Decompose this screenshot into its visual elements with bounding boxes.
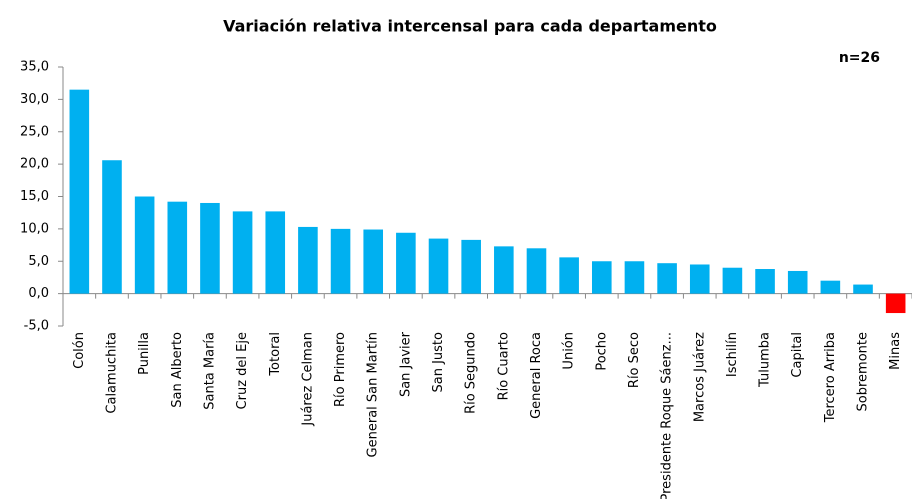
bar: [265, 211, 286, 294]
bar: [494, 246, 514, 294]
y-tick-label: 5,0: [28, 254, 49, 269]
bar: [624, 261, 645, 294]
x-tick-label: Sobremonte: [856, 332, 871, 411]
chart-title: Variación relativa intercensal para cada…: [223, 17, 717, 36]
x-tick-label: San Javier: [398, 331, 413, 397]
x-tick-label: Punilla: [137, 332, 152, 375]
bar: [200, 202, 220, 294]
x-tick-label: Río Primero: [333, 332, 348, 407]
bar: [853, 284, 873, 294]
bar: [787, 270, 808, 294]
x-tick-label: San Alberto: [170, 332, 185, 408]
x-tick-label: Colón: [72, 332, 87, 369]
x-tick-label: Calamuchita: [104, 332, 119, 414]
x-tick-label: Río Segundo: [464, 332, 479, 414]
bar: [526, 248, 547, 294]
bar: [134, 196, 155, 294]
x-tick-label: Juárez Celman: [300, 332, 315, 427]
y-tick-label: 25,0: [20, 124, 49, 139]
bar: [559, 257, 579, 294]
x-tick-label: Tercero Arriba: [823, 332, 838, 423]
bar: [689, 264, 710, 294]
y-tick-label: 10,0: [20, 221, 49, 236]
x-tick-label: Minas: [888, 332, 903, 370]
bar: [657, 263, 677, 294]
bar: [102, 160, 122, 294]
bar: [820, 280, 841, 294]
x-tick-label: Río Cuarto: [496, 332, 511, 400]
bar: [461, 239, 481, 294]
x-tick-label: Unión: [562, 332, 577, 370]
x-tick-label: Ischilín: [725, 332, 740, 377]
annotation: n=26: [839, 50, 880, 66]
bar: [232, 211, 253, 294]
x-tick-label: General San Martín: [366, 332, 381, 457]
bar: [755, 269, 775, 294]
x-tick-label: Río Seco: [627, 332, 642, 388]
bar: [363, 229, 384, 294]
bar: [591, 261, 612, 294]
bar: [396, 232, 416, 294]
bar: [167, 201, 188, 294]
bar: [69, 89, 90, 294]
x-tick-label: San Justo: [431, 332, 446, 393]
x-tick-label: Tulumba: [758, 332, 773, 388]
x-tick-label: Santa María: [202, 332, 217, 410]
y-tick-label: 20,0: [20, 157, 49, 172]
x-tick-label: Cruz del Eje: [235, 332, 250, 409]
bar: [885, 293, 906, 314]
y-tick-label: -5,0: [24, 319, 49, 334]
x-tick-label: Marcos Juárez: [692, 332, 707, 422]
x-tick-label: Totoral: [268, 332, 283, 377]
x-tick-label: General Roca: [529, 332, 544, 419]
bar: [330, 228, 351, 294]
x-tick-label: Capital: [790, 332, 805, 378]
y-tick-label: 0,0: [28, 286, 49, 301]
y-tick-label: 30,0: [20, 92, 49, 107]
y-tick-label: 15,0: [20, 189, 49, 204]
bar: [298, 226, 318, 294]
x-tick-label: Presidente Roque Sáenz...: [660, 332, 675, 499]
x-tick-label: Pocho: [594, 332, 609, 371]
bar: [722, 267, 743, 294]
bar: [428, 238, 449, 294]
y-tick-label: 35,0: [20, 60, 49, 75]
